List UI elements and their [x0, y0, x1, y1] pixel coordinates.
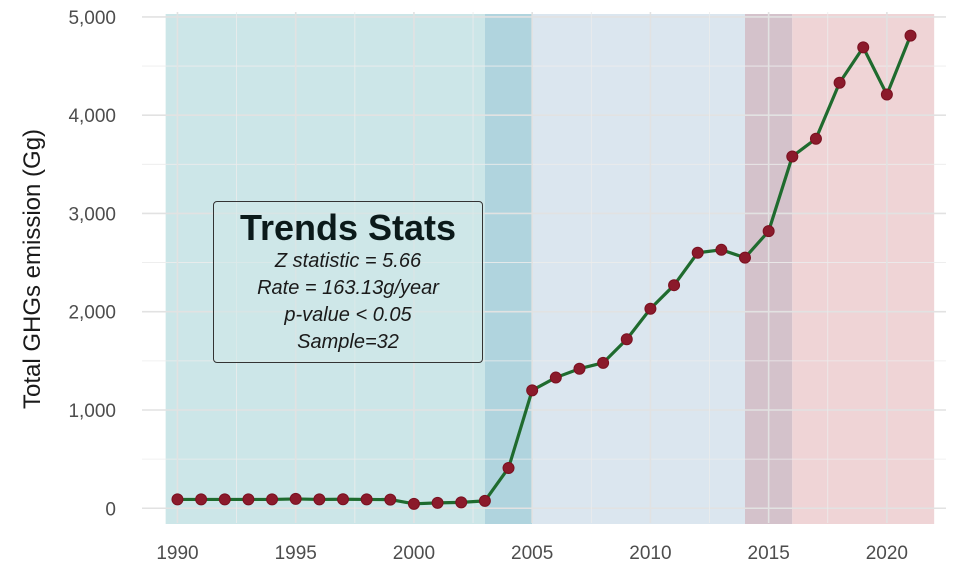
y-axis-title: Total GHGs emission (Gg) [19, 129, 46, 409]
data-point-2021 [904, 29, 917, 42]
data-point-1991 [195, 493, 208, 506]
y-axis-ticks: 0 1,000 2,000 3,000 4,000 5,000 [68, 8, 116, 520]
data-point-2011 [668, 279, 681, 292]
data-point-1996 [313, 493, 326, 506]
data-point-1994 [266, 493, 279, 506]
data-point-2004 [502, 461, 515, 474]
x-tick-label-6: 2020 [866, 543, 908, 564]
data-point-2013 [715, 243, 728, 256]
data-point-1995 [289, 492, 302, 505]
data-point-2002 [455, 496, 468, 509]
data-point-1993 [242, 493, 255, 506]
data-point-2009 [620, 333, 633, 346]
shaded-period-4 [792, 14, 935, 524]
data-point-1998 [360, 493, 373, 506]
data-point-2014 [739, 251, 751, 264]
grid-lines [142, 12, 946, 523]
data-point-2000 [407, 497, 420, 510]
y-tick-label-3: 3,000 [68, 204, 116, 225]
x-tick-label-0: 1990 [156, 543, 198, 564]
data-point-2015 [762, 225, 775, 238]
data-point-1992 [218, 493, 231, 506]
data-point-2007 [573, 362, 586, 375]
x-axis-ticks: 1990 1995 2000 2005 2010 2015 2020 [156, 543, 908, 564]
data-point-2018 [833, 76, 846, 89]
data-point-1990 [171, 493, 184, 506]
shaded-period-1 [484, 14, 533, 524]
y-tick-label-2: 2,000 [68, 303, 116, 324]
y-tick-label-1: 1,000 [68, 401, 116, 422]
stats-title: Trends Stats [239, 207, 457, 248]
y-tick-label-4: 4,000 [68, 106, 116, 127]
stats-z-statistic: Z statistic = 5.66 [274, 250, 422, 272]
x-tick-label-2: 2000 [393, 543, 435, 564]
shaded-period-2 [532, 14, 745, 524]
data-point-2003 [478, 494, 491, 507]
data-point-2010 [644, 302, 657, 315]
x-tick-label-4: 2010 [629, 543, 671, 564]
stats-rate: Rate = 163.13g/year [257, 277, 439, 299]
data-point-2017 [809, 132, 822, 145]
stats-p-value: p-value < 0.05 [284, 304, 412, 326]
data-point-1997 [337, 493, 349, 506]
data-point-2006 [549, 371, 562, 384]
data-point-2016 [786, 150, 799, 163]
stats-sample: Sample=32 [297, 331, 399, 353]
data-point-2020 [880, 88, 893, 101]
data-point-2008 [597, 356, 610, 369]
x-tick-label-5: 2015 [748, 543, 790, 564]
y-tick-label-0: 0 [105, 499, 116, 520]
x-tick-label-3: 2005 [511, 543, 553, 564]
data-point-2005 [526, 384, 539, 397]
y-tick-label-5: 5,000 [68, 8, 116, 29]
series-points [171, 29, 917, 510]
data-point-2012 [691, 246, 704, 259]
data-point-2001 [431, 496, 444, 509]
data-point-2019 [857, 41, 870, 54]
trend-stats-box: Trends Stats Z statistic = 5.66 Rate = 1… [213, 201, 483, 363]
x-tick-label-1: 1995 [275, 543, 317, 564]
data-point-1999 [384, 493, 397, 506]
